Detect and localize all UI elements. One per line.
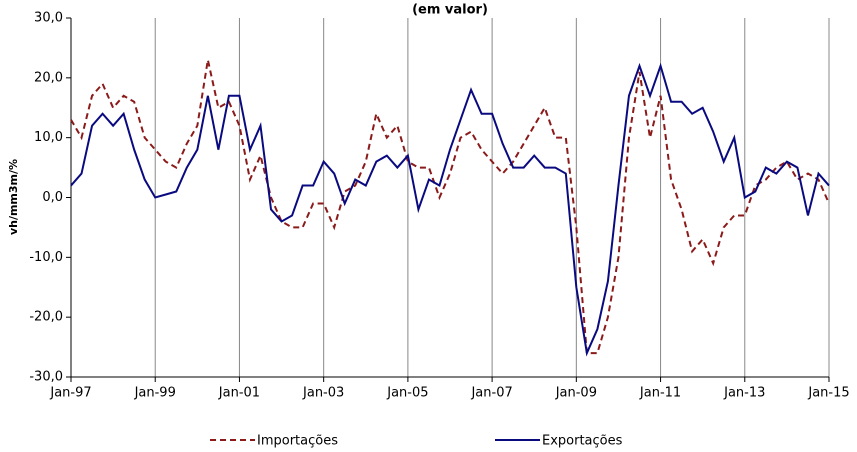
y-tick-label: 10,0 — [34, 130, 63, 145]
y-tick-label: 0,0 — [42, 190, 63, 205]
y-tick-label: -20,0 — [29, 310, 63, 325]
x-tick-label: Jan-99 — [134, 386, 176, 401]
line-series — [70, 62, 830, 357]
x-tick-label: Jan-09 — [555, 386, 597, 401]
y-tick-label: -30,0 — [29, 370, 63, 385]
x-tick-label: Jan-97 — [49, 386, 91, 401]
y-tick-label: 20,0 — [34, 70, 63, 85]
x-tick-label: Jan-13 — [723, 386, 765, 401]
x-tick-label: Jan-05 — [386, 386, 428, 401]
x-tick-label: Jan-11 — [639, 386, 681, 401]
y-axis-label: vh/mm3m/% — [7, 159, 20, 235]
chart-title: (em valor) — [412, 3, 488, 18]
legend-label: Exportações — [542, 434, 623, 449]
legend-label: Importações — [257, 434, 338, 449]
x-tick-label: Jan-01 — [218, 386, 260, 401]
x-tick-label: Jan-15 — [807, 386, 849, 401]
y-tick-label: 30,0 — [34, 11, 63, 26]
line-series — [70, 59, 830, 355]
y-tick-label: -10,0 — [29, 250, 63, 265]
x-tick-label: Jan-03 — [302, 386, 344, 401]
x-tick-label: Jan-07 — [470, 386, 512, 401]
